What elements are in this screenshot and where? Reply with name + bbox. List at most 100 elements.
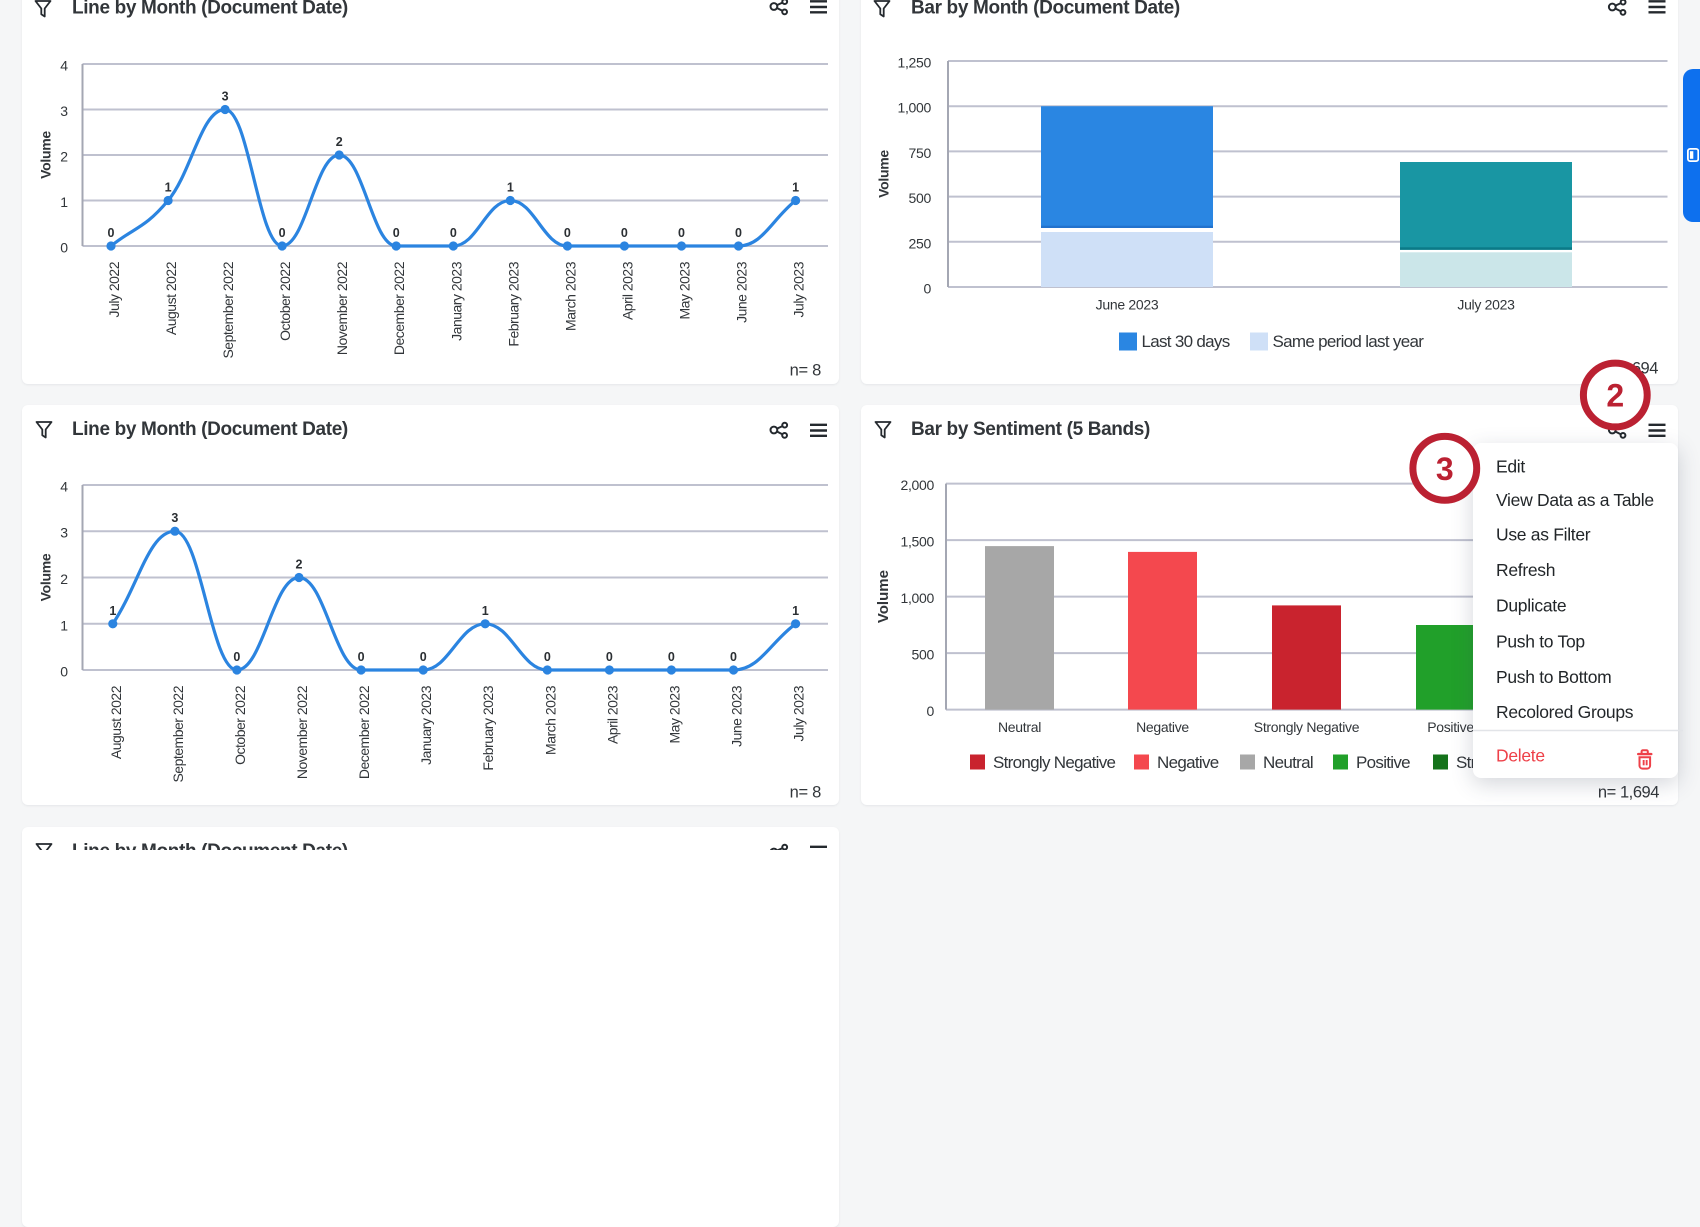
svg-text:0: 0 — [450, 226, 457, 240]
svg-text:0: 0 — [233, 650, 240, 664]
svg-text:August 2022: August 2022 — [108, 685, 124, 759]
svg-text:Recolored Groups: Recolored Groups — [1496, 702, 1634, 722]
svg-text:3: 3 — [1436, 451, 1454, 487]
svg-text:November 2022: November 2022 — [334, 261, 350, 355]
svg-text:2: 2 — [60, 149, 68, 165]
svg-text:3: 3 — [171, 511, 178, 525]
svg-text:n= 8: n= 8 — [790, 362, 821, 380]
svg-text:500: 500 — [912, 647, 935, 663]
svg-text:1: 1 — [482, 604, 489, 618]
svg-text:3: 3 — [222, 90, 229, 104]
svg-text:0: 0 — [60, 240, 68, 256]
svg-text:Volume: Volume — [38, 131, 54, 179]
svg-text:4: 4 — [60, 58, 68, 74]
svg-text:April 2023: April 2023 — [604, 685, 620, 744]
svg-text:750: 750 — [909, 145, 932, 161]
svg-text:1,250: 1,250 — [897, 55, 931, 71]
svg-text:Volume: Volume — [875, 570, 892, 623]
svg-text:2: 2 — [336, 135, 343, 149]
svg-text:1,000: 1,000 — [897, 100, 931, 116]
svg-text:0: 0 — [735, 226, 742, 240]
svg-text:1: 1 — [165, 181, 172, 195]
svg-text:Edit: Edit — [1496, 457, 1525, 477]
svg-text:Same period last year: Same period last year — [1273, 332, 1425, 351]
svg-text:March 2023: March 2023 — [562, 261, 578, 331]
svg-text:0: 0 — [924, 281, 932, 297]
svg-text:February 2023: February 2023 — [480, 685, 496, 770]
svg-text:0: 0 — [544, 650, 551, 664]
svg-text:September 2022: September 2022 — [170, 685, 186, 782]
svg-text:0: 0 — [60, 664, 68, 680]
svg-text:July 2023: July 2023 — [791, 261, 807, 317]
svg-text:0: 0 — [279, 226, 286, 240]
svg-text:1: 1 — [60, 617, 68, 633]
svg-text:July 2022: July 2022 — [106, 261, 122, 317]
svg-text:Duplicate: Duplicate — [1496, 596, 1566, 616]
svg-text:Positive: Positive — [1427, 719, 1474, 735]
svg-text:January 2023: January 2023 — [418, 685, 434, 765]
svg-text:June 2023: June 2023 — [1096, 297, 1159, 313]
svg-text:2: 2 — [1606, 378, 1624, 414]
svg-text:December 2022: December 2022 — [391, 261, 407, 355]
svg-text:Line by Month (Document Date): Line by Month (Document Date) — [72, 0, 348, 19]
svg-text:September 2022: September 2022 — [220, 261, 236, 358]
svg-text:August 2022: August 2022 — [163, 261, 179, 335]
svg-text:Push to Top: Push to Top — [1496, 632, 1585, 652]
svg-text:1: 1 — [109, 604, 116, 618]
svg-text:2: 2 — [60, 571, 68, 587]
svg-text:May 2023: May 2023 — [677, 261, 693, 319]
svg-text:n= 8: n= 8 — [790, 784, 821, 802]
svg-text:1: 1 — [792, 604, 799, 618]
svg-text:0: 0 — [678, 226, 685, 240]
svg-text:0: 0 — [621, 226, 628, 240]
svg-text:1: 1 — [60, 194, 68, 210]
svg-text:2,000: 2,000 — [900, 477, 934, 493]
svg-text:May 2023: May 2023 — [666, 685, 682, 743]
svg-text:Last 30 days: Last 30 days — [1142, 332, 1230, 351]
svg-text:April 2023: April 2023 — [619, 261, 635, 320]
svg-text:July 2023: July 2023 — [1457, 297, 1515, 313]
svg-text:Negative: Negative — [1136, 719, 1189, 735]
svg-text:0: 0 — [358, 650, 365, 664]
svg-text:Neutral: Neutral — [998, 719, 1041, 735]
svg-text:June 2023: June 2023 — [729, 685, 745, 747]
svg-text:500: 500 — [909, 190, 932, 206]
svg-text:0: 0 — [393, 226, 400, 240]
svg-text:February 2023: February 2023 — [505, 261, 521, 346]
svg-text:Line by Month (Document Date): Line by Month (Document Date) — [72, 419, 348, 440]
svg-text:0: 0 — [108, 226, 115, 240]
svg-text:October 2022: October 2022 — [232, 685, 248, 765]
svg-text:0: 0 — [606, 650, 613, 664]
svg-text:3: 3 — [60, 103, 68, 119]
svg-text:Push to Bottom: Push to Bottom — [1496, 667, 1611, 687]
svg-text:Delete: Delete — [1496, 746, 1545, 766]
svg-text:Strongly Negative: Strongly Negative — [993, 753, 1116, 772]
svg-text:2: 2 — [296, 558, 303, 572]
svg-text:Bar by Month (Document Date): Bar by Month (Document Date) — [911, 0, 1180, 19]
svg-text:Bar by Sentiment (5 Bands): Bar by Sentiment (5 Bands) — [911, 419, 1150, 440]
svg-text:3: 3 — [60, 525, 68, 541]
svg-text:250: 250 — [909, 235, 932, 251]
svg-text:December 2022: December 2022 — [356, 685, 372, 779]
svg-text:Use as Filter: Use as Filter — [1496, 525, 1591, 545]
svg-text:January 2023: January 2023 — [448, 261, 464, 341]
svg-text:Strongly Negative: Strongly Negative — [1254, 719, 1360, 735]
svg-text:n= 1,694: n= 1,694 — [1598, 784, 1659, 802]
svg-text:July 2023: July 2023 — [791, 685, 807, 741]
svg-text:1,000: 1,000 — [900, 590, 934, 606]
svg-text:0: 0 — [564, 226, 571, 240]
svg-text:Neutral: Neutral — [1263, 753, 1313, 772]
svg-text:November 2022: November 2022 — [294, 685, 310, 779]
svg-text:1: 1 — [507, 181, 514, 195]
svg-text:Positive: Positive — [1356, 753, 1410, 772]
svg-text:Volume: Volume — [876, 150, 892, 198]
svg-text:0: 0 — [668, 650, 675, 664]
svg-text:Line by Month (Document Date): Line by Month (Document Date) — [72, 841, 348, 850]
svg-text:Negative: Negative — [1157, 753, 1219, 772]
svg-text:View Data as a Table: View Data as a Table — [1496, 490, 1654, 510]
svg-text:March 2023: March 2023 — [542, 685, 558, 755]
svg-text:June 2023: June 2023 — [734, 261, 750, 323]
svg-text:0: 0 — [927, 703, 935, 719]
svg-text:0: 0 — [730, 650, 737, 664]
svg-text:Refresh: Refresh — [1496, 560, 1555, 580]
